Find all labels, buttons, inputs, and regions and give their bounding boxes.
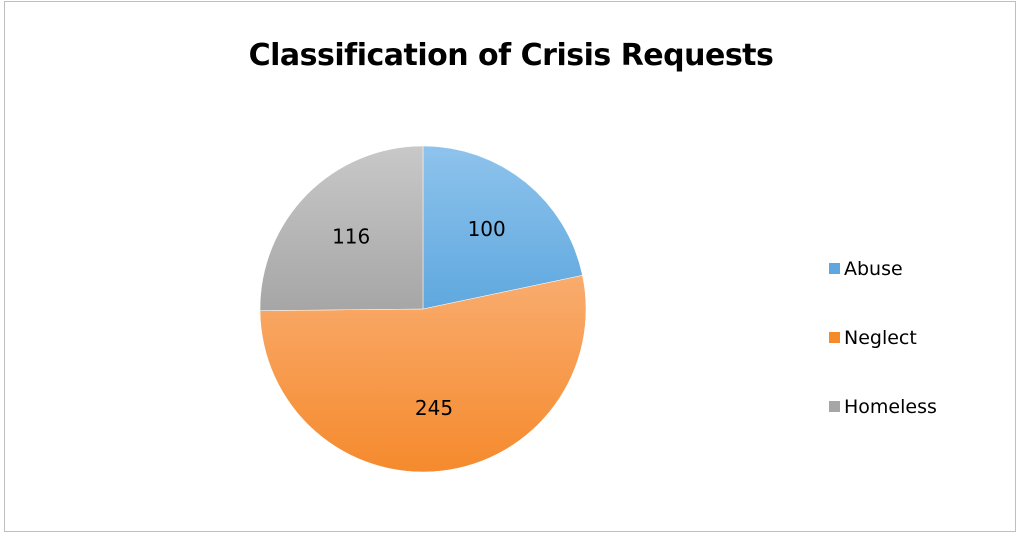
legend-item-abuse: Abuse [829,255,937,282]
legend-label-homeless: Homeless [844,395,937,418]
pie-slice-homeless [259,145,424,311]
chart-frame: Classification of Crisis Requests 100 245… [4,1,1016,532]
pie-slice-neglect [259,275,587,473]
chart-title: Classification of Crisis Requests [248,38,774,73]
data-label-abuse: 100 [468,217,506,241]
pie-data-labels: 100 245 116 [332,217,506,420]
pie-slices [259,145,587,473]
legend-swatch-homeless [829,401,840,412]
pie-chart: 100 245 116 [259,145,587,473]
legend-item-neglect: Neglect [829,324,937,351]
legend-label-neglect: Neglect [844,326,917,349]
data-label-homeless: 116 [332,224,370,248]
legend-swatch-abuse [829,263,840,274]
legend-swatch-neglect [829,332,840,343]
legend-label-abuse: Abuse [844,257,903,280]
pie-slice-abuse [422,145,583,310]
legend-item-homeless: Homeless [829,393,937,420]
data-label-neglect: 245 [415,396,453,420]
legend: Abuse Neglect Homeless [829,255,937,462]
